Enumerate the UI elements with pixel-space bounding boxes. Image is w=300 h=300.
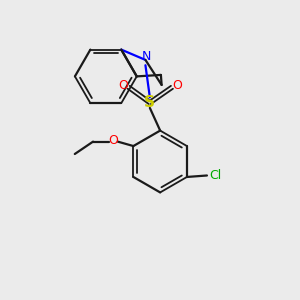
Text: O: O: [108, 134, 118, 147]
Text: N: N: [142, 50, 151, 63]
Text: O: O: [118, 79, 128, 92]
Text: O: O: [172, 79, 182, 92]
Text: S: S: [144, 95, 155, 110]
Text: Cl: Cl: [209, 169, 222, 182]
